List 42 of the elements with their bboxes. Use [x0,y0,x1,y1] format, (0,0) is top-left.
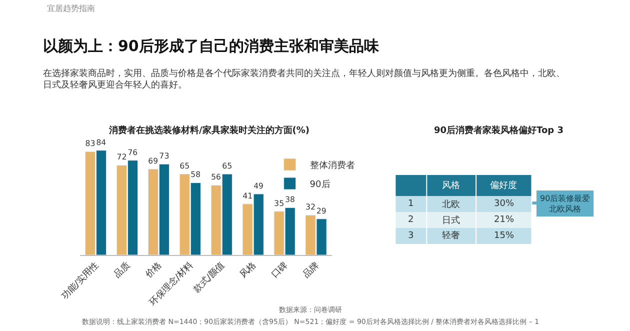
data-label: 69 [148,156,158,166]
data-label: 72 [116,152,127,162]
data-label: 84 [96,138,106,147]
text: 在选择家装商品时，实用、品质与价格是各个代际家装消费者共同的关注点，年轻人则对颜值与风格更为侧重。各色风格中，北欧、日式及轻奢风更迎合年轻人的喜好。 [43,68,565,91]
text: 2 [408,215,414,225]
legend-label: 90后 [310,179,330,190]
text: 1 [408,199,414,209]
category-label: 日式 [442,215,460,226]
text: 风格 [442,180,460,191]
category-label: 北欧 [442,199,460,210]
data-label: 56 [211,172,222,182]
data-label: 35 [274,198,284,208]
text: 15% [494,231,514,241]
chart-title: 消费者在挑选装修材料/家具家装时关注的方面(%) [108,125,310,136]
x-tick-label: 口碑 [269,260,290,280]
legend-label: 整体消费者 [310,160,355,172]
text: 以颜为上：90后形成了自己的消费主张和审美品味 [43,37,380,55]
x-tick-label: 价格 [142,260,164,282]
data-label: 83 [85,138,96,148]
text: 3 [408,231,414,241]
x-tick-label: 品质 [112,260,133,280]
text: 30% [494,199,514,209]
text: 偏好度 [490,180,517,191]
data-label: 41 [242,191,253,200]
data-label: 76 [128,148,138,157]
data-label: 32 [306,202,316,212]
data-label: 65 [222,161,232,170]
x-tick-label: 风格 [238,260,258,280]
data-label: 49 [254,181,264,190]
data-label: 58 [190,170,201,180]
data-label: 65 [180,161,190,170]
text: 90后装修最爱北欧风格 [540,194,590,214]
text: 90后消费者家装风格偏好Top 3 [434,125,564,136]
data-label: 73 [159,151,170,160]
x-tick-label: 功能/实用性 [59,260,102,302]
text: 宜居趋势指南 [47,4,95,13]
x-tick-label: 品牌 [300,260,322,280]
data-label: 29 [316,206,326,216]
text: 21% [494,215,514,225]
category-label: 轻奢 [442,230,460,241]
data-label: 38 [285,195,295,204]
x-tick-label: 款式/颜值 [192,260,227,296]
